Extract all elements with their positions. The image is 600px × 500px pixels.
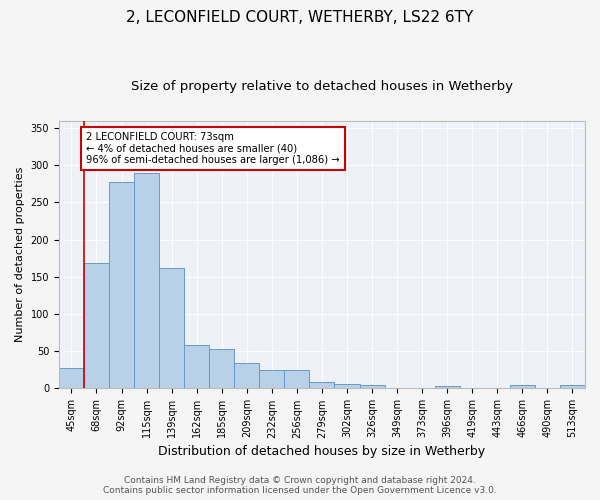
Bar xyxy=(159,268,184,388)
Bar xyxy=(234,363,259,388)
Bar xyxy=(284,370,310,388)
Text: Contains HM Land Registry data © Crown copyright and database right 2024.
Contai: Contains HM Land Registry data © Crown c… xyxy=(103,476,497,495)
Y-axis label: Number of detached properties: Number of detached properties xyxy=(15,167,25,342)
Bar xyxy=(209,349,234,389)
Bar xyxy=(334,384,359,388)
Bar xyxy=(259,370,284,388)
Bar xyxy=(109,182,134,388)
Bar xyxy=(510,386,535,388)
Bar xyxy=(59,368,84,388)
Bar xyxy=(310,382,334,388)
Bar xyxy=(434,386,460,388)
Text: 2 LECONFIELD COURT: 73sqm
← 4% of detached houses are smaller (40)
96% of semi-d: 2 LECONFIELD COURT: 73sqm ← 4% of detach… xyxy=(86,132,340,165)
Title: Size of property relative to detached houses in Wetherby: Size of property relative to detached ho… xyxy=(131,80,513,93)
Bar xyxy=(134,172,159,388)
Text: 2, LECONFIELD COURT, WETHERBY, LS22 6TY: 2, LECONFIELD COURT, WETHERBY, LS22 6TY xyxy=(127,10,473,25)
Bar xyxy=(359,386,385,388)
X-axis label: Distribution of detached houses by size in Wetherby: Distribution of detached houses by size … xyxy=(158,444,485,458)
Bar xyxy=(84,264,109,388)
Bar xyxy=(184,346,209,389)
Bar xyxy=(560,386,585,388)
